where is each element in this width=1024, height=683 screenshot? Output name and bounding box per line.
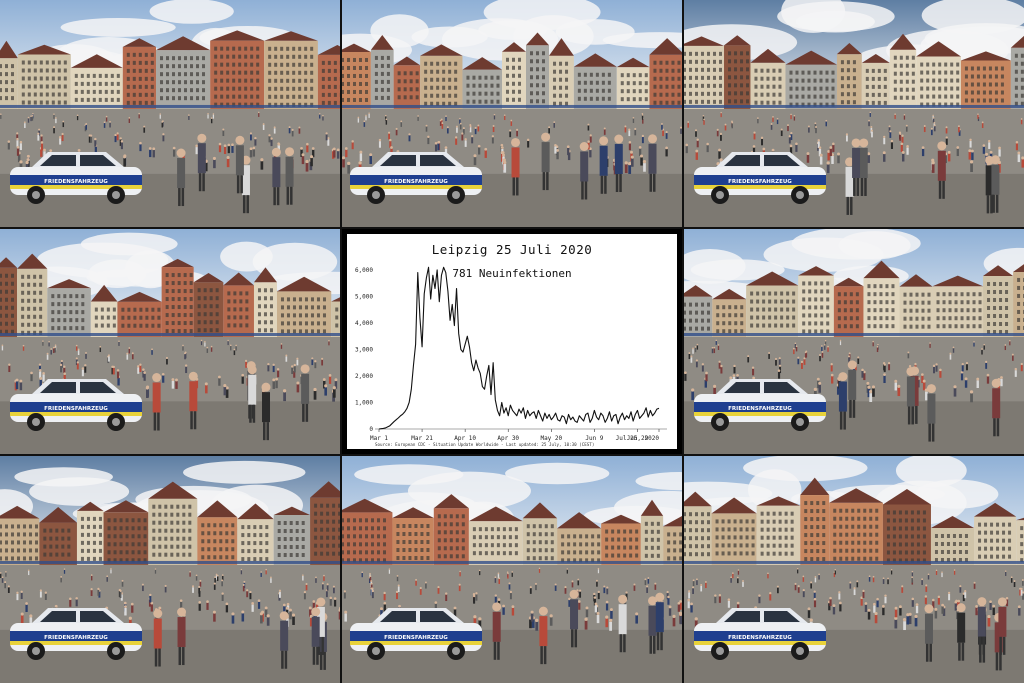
x-tick-label: Mar 1 — [370, 435, 388, 442]
chart-panel: 0 1,000 2,000 3,000 4,000 5,000 6,000 Mar 1 Mar … — [347, 234, 677, 449]
chart-source: Source: European CDC - Situation Update … — [375, 442, 595, 447]
chart-frame: 0 1,000 2,000 3,000 4,000 5,000 6,000 Mar 1 Mar … — [342, 229, 682, 454]
svg-text:FRIEDENSFAHRZEUG: FRIEDENSFAHRZEUG — [728, 179, 792, 185]
police-car: FRIEDENSFAHRZEUG — [350, 152, 482, 204]
photo-scene: FRIEDENSFAHRZEUG — [342, 0, 682, 227]
y-tick-label: 1,000 — [355, 399, 373, 406]
photo-scene: FRIEDENSFAHRZEUG — [684, 456, 1024, 683]
series-line — [378, 266, 660, 430]
svg-text:FRIEDENSFAHRZEUG: FRIEDENSFAHRZEUG — [44, 635, 108, 641]
police-car: FRIEDENSFAHRZEUG — [694, 608, 826, 660]
x-tick-label: Apr 30 — [497, 435, 519, 442]
chart-title: Leipzig 25 Juli 2020 — [431, 242, 593, 257]
photo-scene: FRIEDENSFAHRZEUG — [684, 0, 1024, 227]
photo-scene: FRIEDENSFAHRZEUG — [0, 229, 340, 454]
line-chart: 0 1,000 2,000 3,000 4,000 5,000 6,000 Mar 1 Mar … — [355, 266, 667, 442]
photo-scene: FRIEDENSFAHRZEUG — [0, 0, 340, 227]
market-square-photo: FRIEDENSFAHRZEUG — [684, 456, 1024, 683]
market-square-photo: FRIEDENSFAHRZEUG — [684, 0, 1024, 227]
x-tick-label: Apr 10 — [454, 435, 476, 442]
police-car: FRIEDENSFAHRZEUG — [694, 379, 826, 431]
police-car: FRIEDENSFAHRZEUG — [10, 152, 142, 204]
svg-text:FRIEDENSFAHRZEUG: FRIEDENSFAHRZEUG — [384, 635, 448, 641]
y-tick-label: 2,000 — [355, 373, 373, 380]
svg-text:FRIEDENSFAHRZEUG: FRIEDENSFAHRZEUG — [384, 179, 448, 185]
x-tick-label: Mar 21 — [411, 435, 433, 442]
market-square-photo: FRIEDENSFAHRZEUG — [0, 0, 340, 227]
market-square-photo: FRIEDENSFAHRZEUG — [0, 229, 340, 454]
y-tick-label: 6,000 — [355, 267, 373, 274]
y-tick-label: 3,000 — [355, 346, 373, 353]
y-tick-label: 5,000 — [355, 293, 373, 300]
y-tick-label: 0 — [369, 426, 373, 433]
svg-text:FRIEDENSFAHRZEUG: FRIEDENSFAHRZEUG — [44, 179, 108, 185]
x-tick-label: Jul 25, 2020 — [616, 435, 660, 442]
svg-text:FRIEDENSFAHRZEUG: FRIEDENSFAHRZEUG — [728, 635, 792, 641]
photo-scene: FRIEDENSFAHRZEUG — [342, 456, 682, 683]
x-tick-label: Jun 29 — [627, 435, 649, 442]
x-tick-label: Jun 9 — [585, 435, 603, 442]
market-square-photo: FRIEDENSFAHRZEUG — [684, 229, 1024, 454]
x-tick-label: May 20 — [540, 435, 562, 442]
market-square-photo: FRIEDENSFAHRZEUG — [342, 0, 682, 227]
photo-scene: FRIEDENSFAHRZEUG — [684, 229, 1024, 454]
svg-text:FRIEDENSFAHRZEUG: FRIEDENSFAHRZEUG — [44, 406, 108, 412]
photo-scene: FRIEDENSFAHRZEUG — [0, 456, 340, 683]
chart-subtitle: 781 Neuinfektionen — [452, 267, 572, 280]
svg-text:FRIEDENSFAHRZEUG: FRIEDENSFAHRZEUG — [728, 406, 792, 412]
police-car: FRIEDENSFAHRZEUG — [10, 608, 142, 660]
police-car: FRIEDENSFAHRZEUG — [694, 152, 826, 204]
market-square-photo: FRIEDENSFAHRZEUG — [0, 456, 340, 683]
market-square-photo: FRIEDENSFAHRZEUG — [342, 456, 682, 683]
police-car: FRIEDENSFAHRZEUG — [10, 379, 142, 431]
y-tick-label: 4,000 — [355, 320, 373, 327]
police-car: FRIEDENSFAHRZEUG — [350, 608, 482, 660]
